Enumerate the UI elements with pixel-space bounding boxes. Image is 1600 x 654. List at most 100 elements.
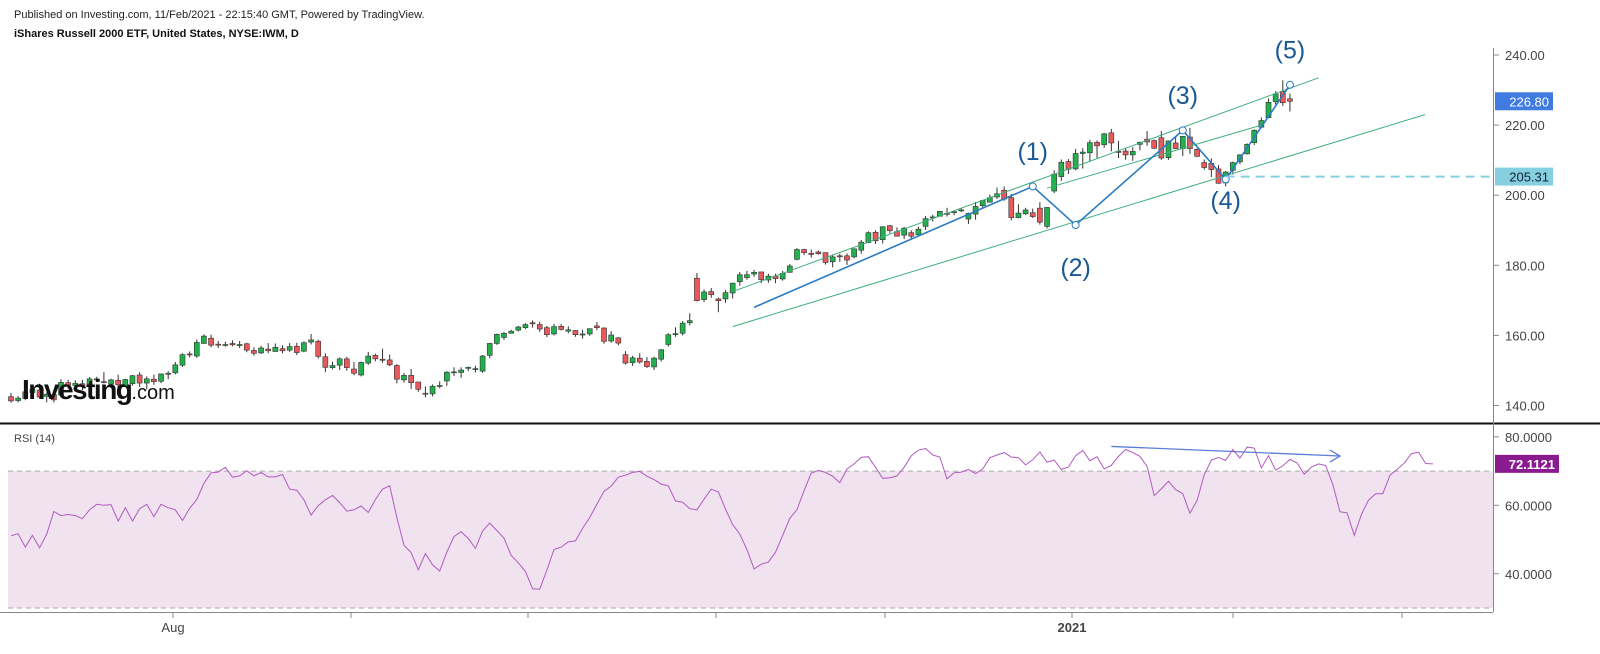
- candle: [844, 253, 850, 265]
- candle: [193, 339, 200, 358]
- candle-body: [522, 324, 529, 328]
- candle-body: [1108, 132, 1115, 144]
- candle: [265, 343, 272, 354]
- candle: [815, 250, 822, 255]
- candle-body: [508, 330, 514, 334]
- published-note: Published on Investing.com, 11/Feb/2021 …: [14, 9, 425, 21]
- candle-body: [93, 378, 100, 381]
- candle: [887, 224, 893, 234]
- candle: [251, 347, 257, 356]
- candle: [694, 273, 700, 302]
- current-price-tag-text: 226.80: [1509, 94, 1549, 109]
- rsi-value-tag-bg: [1495, 454, 1559, 473]
- candle: [8, 392, 14, 403]
- candle-body: [794, 249, 800, 260]
- candle: [358, 361, 364, 377]
- candle: [1037, 202, 1043, 225]
- candle-body: [801, 249, 807, 253]
- candle-body: [265, 348, 272, 352]
- candle-body: [336, 358, 343, 366]
- candle-body: [344, 358, 350, 368]
- price-tick-label: 180.00: [1505, 258, 1545, 273]
- candle: [851, 248, 857, 259]
- candle-body: [922, 218, 929, 227]
- candle: [272, 343, 279, 352]
- candle: [279, 345, 286, 354]
- wave-point: [1178, 126, 1187, 135]
- wave-point: [1285, 80, 1294, 89]
- price-tick-label: 140.00: [1505, 398, 1545, 413]
- candle-body: [429, 385, 436, 395]
- candle-body: [744, 274, 750, 278]
- candle-body: [215, 343, 222, 346]
- wave-label: (3): [1167, 82, 1198, 110]
- candle: [336, 357, 343, 371]
- candle-body: [1044, 207, 1050, 227]
- candle-body: [644, 361, 650, 367]
- candle-body: [1058, 161, 1065, 177]
- candle-body: [122, 379, 129, 387]
- candle-body: [536, 324, 543, 330]
- candle: [729, 282, 736, 299]
- candle-body: [472, 368, 479, 370]
- candle: [329, 361, 336, 370]
- candle: [208, 334, 214, 348]
- candle: [915, 226, 922, 237]
- candle: [922, 215, 929, 230]
- candle-body: [243, 343, 250, 351]
- candle: [686, 313, 693, 326]
- candle-body: [844, 255, 850, 261]
- candle: [444, 371, 450, 386]
- candle: [22, 389, 29, 401]
- candle-body: [1051, 173, 1057, 192]
- rsi-tick-label: 60.0000: [1505, 498, 1552, 513]
- candle: [136, 372, 143, 387]
- candle: [72, 380, 79, 388]
- candle: [315, 339, 322, 359]
- candle: [451, 367, 457, 377]
- candle: [308, 333, 314, 345]
- candle-body: [858, 241, 865, 251]
- wave-label: (1): [1017, 138, 1048, 166]
- candle-body: [872, 232, 879, 242]
- candle: [1187, 127, 1193, 154]
- candle-body: [1087, 142, 1093, 154]
- candle-body: [143, 378, 150, 384]
- candle: [1087, 139, 1093, 162]
- candle: [36, 383, 43, 399]
- candle-body: [51, 394, 57, 401]
- candle: [201, 334, 207, 344]
- candle-body: [1287, 98, 1293, 102]
- candle-body: [15, 397, 21, 401]
- candle-body: [179, 354, 186, 366]
- candle: [15, 396, 21, 403]
- candle: [501, 331, 507, 340]
- candle: [1172, 137, 1179, 149]
- current-price-tag-bg: [1495, 92, 1553, 111]
- candle: [629, 355, 636, 366]
- candle: [1101, 132, 1107, 148]
- candle: [858, 240, 865, 254]
- candle: [601, 327, 607, 344]
- candle-body: [701, 291, 707, 300]
- candle-body: [236, 344, 243, 346]
- rsi-tick-label: 80.0000: [1505, 430, 1552, 445]
- candle-body: [1079, 151, 1086, 154]
- candle-body: [186, 353, 193, 356]
- candle: [522, 323, 529, 330]
- candle: [344, 356, 350, 371]
- candle-body: [1151, 140, 1157, 149]
- candle-body: [808, 253, 815, 255]
- candle: [565, 326, 572, 334]
- candle: [908, 230, 915, 239]
- candle-body: [222, 344, 229, 346]
- candle: [879, 226, 886, 244]
- candle: [322, 353, 329, 373]
- price-tick-label: 240.00: [1505, 48, 1545, 63]
- candle-body: [36, 389, 43, 398]
- candle-body: [1015, 212, 1022, 218]
- candle: [236, 340, 243, 348]
- candle-body: [608, 334, 614, 342]
- candle-body: [494, 334, 500, 344]
- candle-body: [165, 372, 171, 375]
